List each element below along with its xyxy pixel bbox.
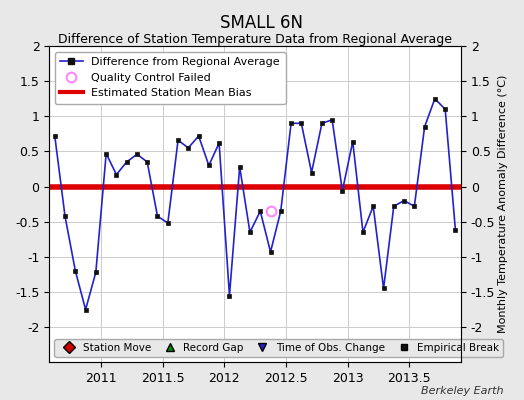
Y-axis label: Monthly Temperature Anomaly Difference (°C): Monthly Temperature Anomaly Difference (… xyxy=(498,75,508,333)
Title: Difference of Station Temperature Data from Regional Average: Difference of Station Temperature Data f… xyxy=(58,33,452,46)
Text: Berkeley Earth: Berkeley Earth xyxy=(421,386,503,396)
Legend: Station Move, Record Gap, Time of Obs. Change, Empirical Break: Station Move, Record Gap, Time of Obs. C… xyxy=(54,339,504,357)
Text: SMALL 6N: SMALL 6N xyxy=(221,14,303,32)
